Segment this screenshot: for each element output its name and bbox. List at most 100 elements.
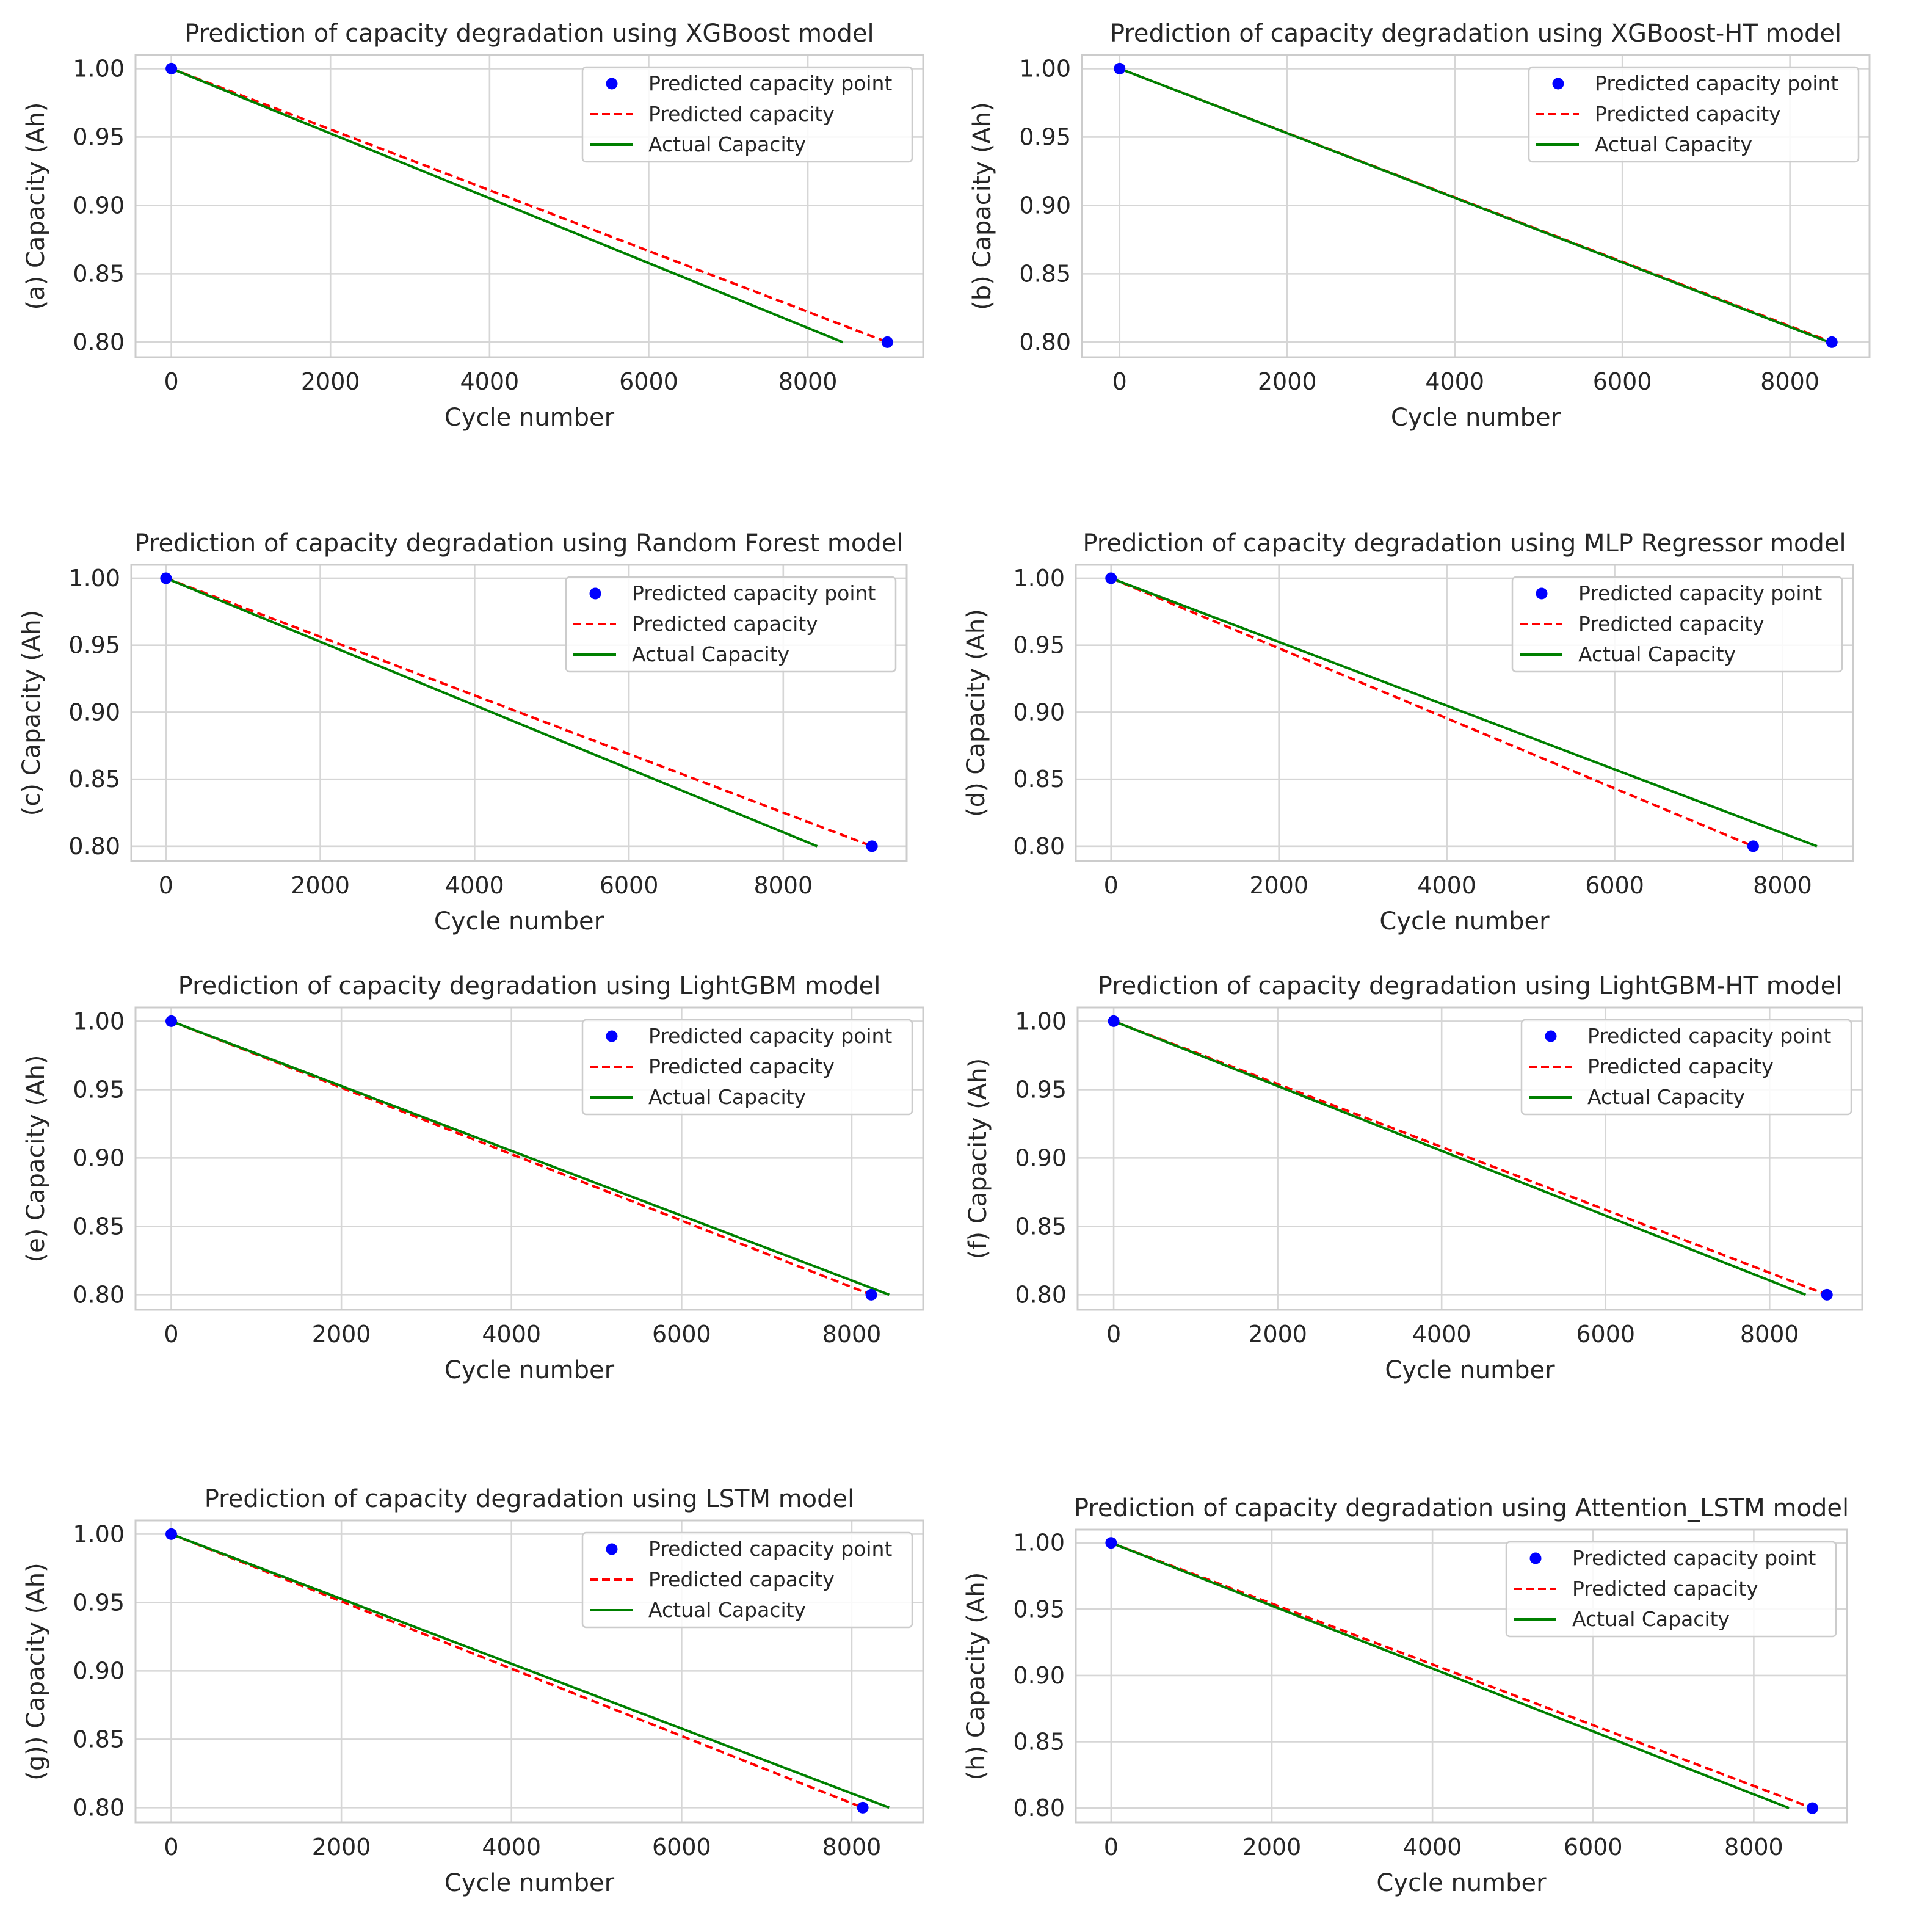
legend-label: Predicted capacity [1578, 612, 1765, 636]
legend-box [1505, 1541, 1837, 1638]
x-tick-label: 0 [1106, 1321, 1121, 1348]
predicted-capacity-line [1110, 577, 1754, 848]
x-axis-label: Cycle number [1391, 404, 1561, 432]
x-tick-label: 8000 [753, 872, 813, 899]
y-axis-label: (h) Capacity (Ah) [962, 1572, 990, 1781]
x-tick-label: 0 [1104, 872, 1119, 899]
x-axis-label: Cycle number [434, 907, 604, 935]
y-tick-label: 1.00 [1015, 1008, 1067, 1034]
predicted-capacity-line [170, 1533, 863, 1809]
legend-label: Actual Capacity [632, 642, 789, 666]
legend-label: Actual Capacity [1572, 1607, 1730, 1631]
y-tick-label: 0.80 [73, 1281, 125, 1308]
legend: Predicted capacity point Predicted capaci… [581, 66, 913, 163]
legend-label: Predicted capacity [648, 102, 835, 126]
x-tick-label: 2000 [1242, 1834, 1302, 1861]
x-tick-label: 6000 [619, 368, 678, 395]
x-tick-label: 8000 [1753, 872, 1812, 899]
chart-panel-b: 0 2000 4000 6000 8000 0.80 0.85 0.90 0.95 1.00 Pre… [968, 20, 1871, 432]
x-tick-label: 2000 [291, 872, 350, 899]
legend-label: Predicted capacity [648, 1567, 835, 1591]
x-tick-label: 2000 [1258, 368, 1317, 395]
y-tick-label: 0.80 [68, 833, 120, 860]
y-tick-label: 0.95 [1013, 632, 1065, 659]
x-tick-label: 4000 [1412, 1321, 1471, 1348]
plot-frame [1081, 54, 1871, 358]
x-tick-label: 4000 [1417, 872, 1476, 899]
legend-label: Predicted capacity point [632, 581, 876, 605]
predicted-capacity-point [165, 1015, 178, 1027]
legend-label: Actual Capacity [648, 133, 806, 156]
y-tick-label: 1.00 [73, 55, 125, 82]
y-tick-label: 0.85 [73, 1213, 125, 1240]
x-tick-label: 4000 [482, 1321, 541, 1348]
predicted-capacity-point [1105, 1537, 1117, 1549]
predicted-capacity-point [865, 1288, 877, 1301]
legend-box [565, 576, 897, 673]
actual-capacity-line [1111, 577, 1818, 848]
y-tick-label: 1.00 [73, 1008, 125, 1034]
actual-capacity-line [1111, 1541, 1790, 1809]
x-tick-label: 6000 [652, 1321, 711, 1348]
x-tick-label: 8000 [1760, 368, 1819, 395]
legend-box [1520, 1019, 1852, 1116]
actual-capacity-line [1119, 67, 1830, 344]
y-tick-label: 0.90 [73, 1657, 125, 1684]
legend-label: Actual Capacity [1578, 642, 1736, 666]
legend-marker-point [606, 78, 618, 90]
y-axis-label: (a) Capacity (Ah) [22, 103, 50, 310]
x-tick-label: 4000 [460, 368, 519, 395]
y-tick-label: 0.95 [68, 632, 120, 659]
legend: Predicted capacity point Predicted capaci… [1528, 66, 1860, 163]
legend-marker-point [606, 1030, 618, 1042]
y-tick-label: 0.90 [1015, 1144, 1067, 1171]
actual-capacity-line [170, 1533, 890, 1809]
x-axis-label: Cycle number [444, 1356, 615, 1384]
chart-title: Prediction of capacity degradation using… [1110, 20, 1841, 48]
predicted-capacity-line [170, 67, 888, 344]
x-tick-label: 0 [1104, 1834, 1119, 1861]
y-axis-label: (c) Capacity (Ah) [18, 610, 46, 816]
legend-label: Predicted capacity [632, 612, 818, 636]
y-axis-label: (f) Capacity (Ah) [964, 1058, 992, 1259]
plot-frame [1075, 564, 1854, 862]
x-tick-label: 8000 [1724, 1834, 1783, 1861]
y-tick-label: 0.80 [1013, 833, 1065, 860]
legend-marker-point [1545, 1030, 1557, 1042]
x-tick-label: 0 [164, 1321, 178, 1348]
y-axis-label: (b) Capacity (Ah) [968, 102, 996, 310]
x-tick-label: 2000 [1248, 1321, 1307, 1348]
plot-frame [134, 54, 924, 358]
chart-title: Prediction of capacity degradation using… [1074, 1494, 1849, 1522]
x-tick-label: 2000 [312, 1321, 371, 1348]
x-tick-label: 6000 [1576, 1321, 1635, 1348]
legend-marker-point [606, 1543, 618, 1555]
chart-panel-h: 0 2000 4000 6000 8000 0.80 0.85 0.90 0.95 1.00 Pre… [962, 1494, 1849, 1897]
x-tick-label: 8000 [778, 368, 838, 395]
chart-title: Prediction of capacity degradation using… [1083, 529, 1846, 557]
chart-title: Prediction of capacity degradation using… [184, 20, 874, 48]
predicted-capacity-point [866, 840, 878, 852]
y-tick-label: 1.00 [1013, 565, 1065, 592]
legend-label: Predicted capacity point [1578, 581, 1822, 605]
plot-frame [1075, 1528, 1848, 1824]
y-tick-label: 0.95 [73, 123, 125, 150]
y-tick-label: 0.85 [73, 1726, 125, 1752]
legend: Predicted capacity point Predicted capaci… [581, 1019, 913, 1116]
plot-frame [134, 1519, 924, 1824]
y-tick-label: 0.85 [73, 260, 125, 287]
predicted-capacity-line [1113, 1020, 1827, 1296]
x-tick-label: 8000 [822, 1321, 882, 1348]
legend: Predicted capacity point Predicted capaci… [1520, 1019, 1852, 1116]
x-axis-label: Cycle number [444, 404, 615, 432]
predicted-capacity-point [1747, 840, 1759, 852]
y-tick-label: 0.95 [1015, 1076, 1067, 1103]
legend-label: Actual Capacity [1587, 1085, 1745, 1109]
legend-marker-point [1552, 78, 1564, 90]
predicted-capacity-point [165, 62, 178, 74]
x-tick-label: 6000 [1593, 368, 1652, 395]
legend-label: Predicted capacity point [648, 1537, 892, 1561]
legend: Predicted capacity point Predicted capaci… [1505, 1541, 1837, 1638]
chart-panel-a: 0 2000 4000 6000 8000 0.80 0.85 0.90 0.95 1.00 Pre… [22, 20, 924, 432]
y-tick-label: 0.95 [1013, 1596, 1065, 1622]
